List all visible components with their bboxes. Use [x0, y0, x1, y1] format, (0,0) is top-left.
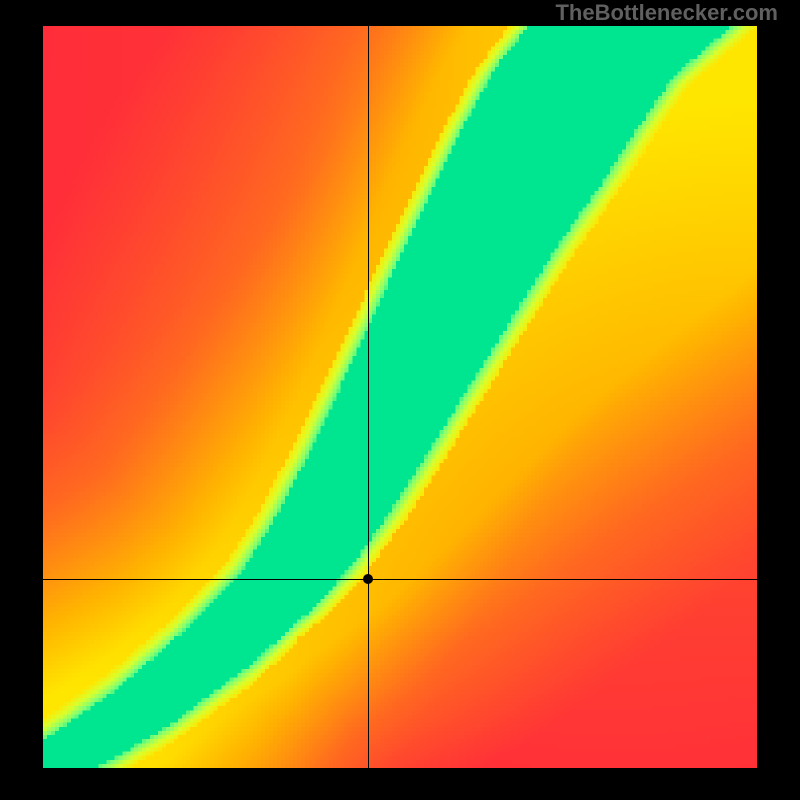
watermark-text: TheBottlenecker.com [555, 0, 778, 26]
crosshair-vertical [368, 26, 369, 768]
chart-container: TheBottlenecker.com [0, 0, 800, 800]
crosshair-horizontal [43, 579, 757, 580]
crosshair-marker [363, 574, 373, 584]
bottleneck-heatmap [43, 26, 757, 768]
